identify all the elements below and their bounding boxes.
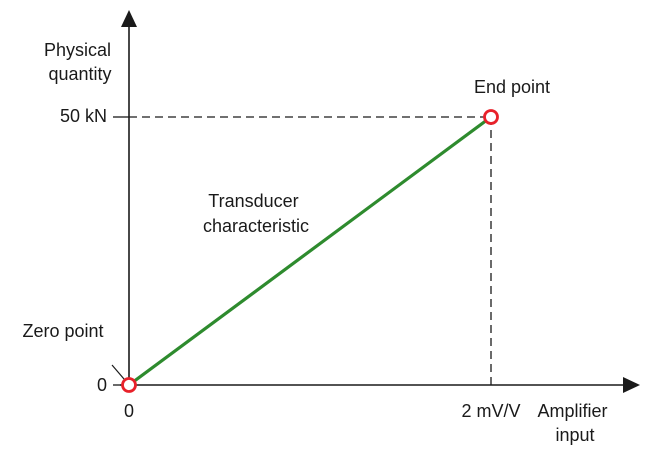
zero-point-label: Zero point [22,321,103,341]
y-axis-label-line-1: Physical [44,40,111,60]
zero-point-marker [121,377,137,393]
y-axis-arrow-icon [121,10,137,27]
transducer-characteristic-line [127,115,493,387]
y-axis-label-line-2: quantity [48,64,111,84]
x-axis-label-line-1: Amplifier [537,401,607,421]
end-point-marker [483,109,499,125]
x-axis-label-line-2: input [555,425,594,445]
y-tick-label-0: 0 [97,375,107,395]
end-point-label: End point [474,77,550,97]
x-axis-label: Amplifier input [537,401,612,445]
y-tick-label-1: 50 kN [60,106,107,126]
characteristic-annotation-line-2: characteristic [203,216,309,236]
y-axis-label: Physical quantity [44,40,116,84]
characteristic-annotation-line-1: Transducer [208,191,298,211]
x-tick-label-1: 2 mV/V [461,401,520,421]
x-axis-arrow-icon [623,377,640,393]
x-tick-label-0: 0 [124,401,134,421]
characteristic-annotation: Transducer characteristic [203,191,309,236]
zero-point-pointer [111,364,125,380]
